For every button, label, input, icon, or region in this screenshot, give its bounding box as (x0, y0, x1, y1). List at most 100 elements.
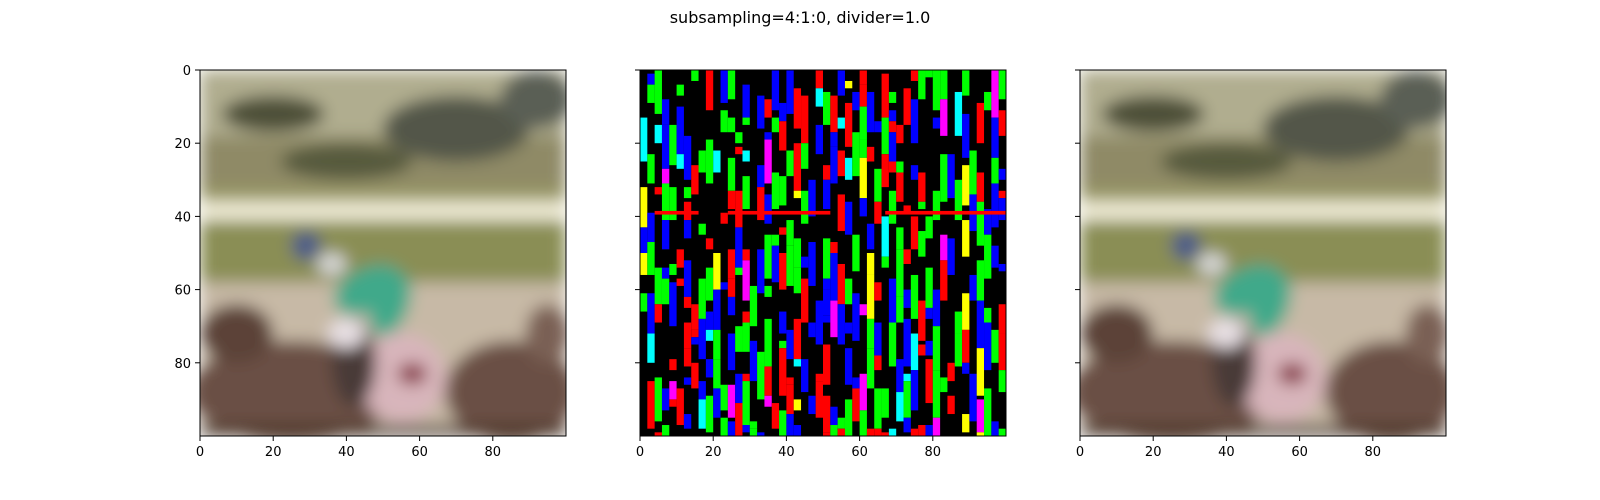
difference-mark (976, 300, 985, 349)
difference-mark (910, 216, 919, 250)
x-tick-label: 0 (1076, 445, 1084, 460)
difference-mark (683, 377, 692, 385)
y-tick-label: 0 (183, 64, 191, 79)
difference-mark (918, 344, 926, 356)
difference-mark (903, 381, 911, 418)
difference-mark (918, 300, 926, 341)
difference-mark (779, 253, 787, 290)
difference-mark (954, 333, 963, 367)
difference-mark (844, 102, 853, 147)
difference-mark (801, 256, 809, 268)
difference-mark (852, 293, 860, 341)
jockey-arm (369, 272, 411, 336)
difference-mark (669, 187, 677, 221)
difference-mark (866, 348, 875, 389)
difference-mark (998, 333, 1006, 371)
difference-mark (669, 124, 677, 166)
difference-mark (727, 157, 736, 191)
difference-mark (940, 234, 948, 261)
difference-mark (998, 110, 1006, 136)
difference-mark (757, 432, 765, 436)
difference-mark (976, 432, 985, 436)
difference-mark (969, 373, 977, 422)
difference-mark (896, 172, 904, 202)
difference-mark (742, 425, 750, 433)
horse-left-head (1080, 304, 1154, 363)
difference-mark (932, 417, 941, 436)
x-tick-label: 80 (485, 445, 502, 460)
rail (200, 201, 566, 221)
difference-mark (888, 110, 897, 122)
difference-mark (698, 381, 706, 400)
difference-mark (735, 190, 743, 228)
difference-mark (742, 373, 750, 382)
difference-mark (991, 183, 999, 228)
difference-mark (793, 425, 802, 436)
difference-mark (705, 329, 714, 341)
difference-mark (661, 183, 670, 221)
difference-mark (925, 359, 933, 404)
difference-mark (640, 293, 648, 312)
difference-mark (698, 399, 706, 429)
difference-mark (866, 223, 875, 250)
difference-mark (647, 154, 655, 184)
difference-mark (830, 95, 838, 133)
difference-mark (713, 289, 721, 330)
difference-mark (786, 70, 794, 114)
y-tick-label: 80 (174, 357, 191, 372)
difference-mark (844, 399, 853, 436)
difference-mark (976, 102, 985, 144)
difference-mark (918, 201, 926, 210)
difference-mark (962, 113, 970, 158)
difference-mark (991, 421, 999, 436)
difference-mark (793, 143, 802, 191)
difference-mark (801, 278, 809, 323)
difference-mark (903, 88, 911, 125)
difference-mark (844, 322, 853, 334)
difference-mark (691, 337, 699, 345)
photo-right (1080, 70, 1446, 436)
difference-mark (830, 146, 838, 184)
difference-mark (830, 242, 838, 253)
difference-mark (910, 370, 919, 411)
difference-mark (742, 381, 750, 426)
difference-mark (742, 150, 750, 162)
difference-mark (771, 70, 780, 111)
difference-mark (823, 315, 831, 323)
difference-mark (713, 150, 721, 173)
difference-mark (661, 220, 670, 250)
difference-mark (984, 91, 992, 111)
difference-mark (742, 322, 750, 352)
difference-mark (764, 395, 772, 407)
difference-mark (705, 359, 714, 378)
difference-mark (779, 311, 787, 334)
difference-mark (654, 304, 662, 323)
difference-mark (683, 220, 692, 239)
difference-mark (885, 210, 1006, 215)
x-tick-label: 60 (1291, 445, 1308, 460)
difference-mark (998, 190, 1006, 199)
difference-mark (918, 172, 926, 202)
difference-mark (823, 91, 831, 125)
ground (1080, 425, 1446, 436)
difference-mark (742, 117, 750, 125)
difference-mark (859, 106, 867, 140)
x-tick-label: 0 (196, 445, 204, 460)
jockey-arm (1249, 272, 1291, 336)
difference-mark (881, 73, 889, 118)
blur-shape (280, 143, 413, 180)
difference-mark (991, 245, 999, 268)
panel-left: 0 20 40 60 80 0 20 40 60 80 (174, 64, 567, 460)
difference-mark (661, 425, 670, 436)
difference-mark (969, 274, 977, 301)
difference-mark (727, 384, 736, 418)
difference-mark (698, 150, 706, 173)
difference-mark (647, 212, 655, 243)
difference-mark (874, 282, 882, 301)
difference-mark (852, 234, 860, 272)
difference-mark (808, 179, 816, 217)
difference-mark (676, 249, 684, 268)
horse-right (445, 340, 566, 436)
difference-mark (749, 421, 758, 429)
